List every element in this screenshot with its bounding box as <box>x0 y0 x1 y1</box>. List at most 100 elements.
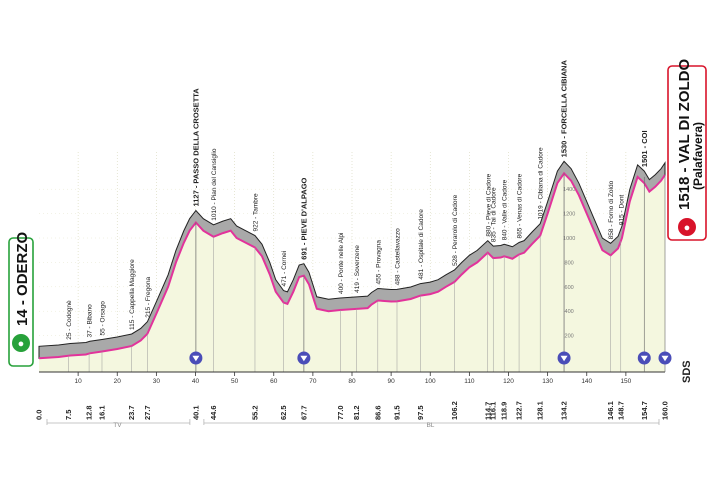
finish-name: VAL DI ZOLDO <box>676 59 693 164</box>
checkpoint-km-label: 27.7 <box>143 405 152 420</box>
checkpoint-km-label: 40.1 <box>191 405 200 420</box>
climb-marker-arrow <box>192 355 200 362</box>
checkpoint-km-label: 81.2 <box>352 405 361 420</box>
altitude-tick-label: 1200 <box>563 212 575 218</box>
checkpoint-labels: 25 - Codognè 37 - Bibano 55 - Orsago 115 - … <box>66 60 649 340</box>
altitude-tick-label: 800 <box>565 260 574 266</box>
profile-area <box>39 173 665 372</box>
checkpoint-label: 865 - Venas di Cadore <box>517 173 524 238</box>
region-label: TV <box>113 422 122 429</box>
checkpoint-km-label: 23.7 <box>127 405 136 420</box>
km-axis: 10 20 30 40 50 60 70 80 90 100 110 120 130 140 150 <box>39 371 665 385</box>
altitude-tick-label: 1400 <box>563 187 575 193</box>
checkpoint-km-labels: 0.0 7.5 12.8 16.1 23.7 27.7 40.1 44.6 55.2 62.5 67… <box>35 401 670 420</box>
km-tick-label: 70 <box>309 378 317 385</box>
checkpoint-km-label: 114.7 <box>483 402 492 420</box>
checkpoint-km-label: 77.0 <box>336 405 345 420</box>
km-tick-label: 90 <box>388 378 396 385</box>
km-tick-label: 140 <box>581 378 592 385</box>
checkpoint-km-label: 154.7 <box>640 401 649 420</box>
km-tick-label: 60 <box>270 378 278 385</box>
km-tick-label: 150 <box>620 378 631 385</box>
checkpoint-label: 481 - Ospitale di Cadore <box>418 209 425 280</box>
km-tick-label: 30 <box>153 378 161 385</box>
svg-text:14 - ODERZO: 14 - ODERZO <box>14 231 31 326</box>
region-label: BL <box>426 422 434 429</box>
climb-marker-arrow <box>640 355 648 362</box>
km-tick-label: 20 <box>114 378 122 385</box>
checkpoint-km-label: 91.5 <box>392 405 401 420</box>
altitude-tick-label: 200 <box>565 334 574 340</box>
start-cyclist-glyph: ● <box>18 338 25 350</box>
km-tick-label: 50 <box>231 378 239 385</box>
checkpoint-label: 215 - Fregona <box>145 277 152 318</box>
checkpoint-km-label: 106.2 <box>450 401 459 420</box>
checkpoint-label: 922 - Tambre <box>252 193 259 232</box>
checkpoint-km-label: 0.0 <box>35 410 44 420</box>
checkpoint-label: 915 - Dont <box>618 195 625 226</box>
checkpoint-label: 835 - Tai di Cadore <box>491 187 498 242</box>
checkpoint-km-label: 62.5 <box>279 405 288 420</box>
checkpoint-km-label: 118.9 <box>500 402 509 420</box>
checkpoint-km-label: 148.7 <box>616 401 625 420</box>
checkpoint-label: 1010 - Pian del Cansiglio <box>211 148 218 221</box>
climb-marker-arrow <box>560 355 568 362</box>
checkpoint-km-label: 128.1 <box>536 401 545 420</box>
altitude-tick-label: 1000 <box>563 236 575 242</box>
km-tick-label: 110 <box>464 378 475 385</box>
finish-badge: ● 1518 - VAL DI ZOLDO (Palafavera) <box>667 59 707 241</box>
checkpoint-km-label: 7.5 <box>64 410 73 420</box>
checkpoint-label: 880 - Pieve di Cadore <box>485 173 492 236</box>
altitude-axis: 200 400 600 800 1000 1200 1400 <box>563 187 575 339</box>
region-brackets: TV BL <box>46 419 660 429</box>
checkpoint-label: 488 - Castellavazzo <box>394 228 401 285</box>
start-badge: ● 14 - ODERZO <box>8 231 34 367</box>
checkpoint-km-label: 122.7 <box>515 401 524 420</box>
checkpoint-label: 455 - Provagna <box>375 240 382 285</box>
svg-text:1518 - VAL DI ZOLDO: 1518 - VAL DI ZOLDO <box>676 59 693 210</box>
climb-marker-arrow <box>300 355 308 362</box>
checkpoint-label: 115 - Cappella Maggiore <box>129 259 136 330</box>
profile-line <box>38 171 666 360</box>
checkpoint-label: 840 - Valle di Cadore <box>502 179 509 240</box>
checkpoint-km-label: 86.6 <box>373 405 382 420</box>
km-tick-label: 10 <box>75 378 83 385</box>
checkpoint-km-label: 55.2 <box>250 405 259 420</box>
checkpoint-km-label: 97.5 <box>416 405 425 420</box>
start-name: ODERZO <box>14 231 31 296</box>
checkpoint-label: 419 - Soverzene <box>354 245 361 293</box>
checkpoint-label: 1019 - Cibiana di Cadore <box>538 147 545 220</box>
altitude-tick-label: 600 <box>565 285 574 291</box>
climb-marker-arrow <box>661 355 669 362</box>
km-tick-label: 100 <box>425 378 436 385</box>
checkpoint-label: 1501 - COI <box>640 130 649 167</box>
checkpoint-km-label: 67.7 <box>299 405 308 420</box>
checkpoint-label: 55 - Orsago <box>99 301 106 336</box>
start-cyclist-icon <box>12 334 30 352</box>
checkpoint-label: 858 - Forno di Zoldo <box>608 180 615 239</box>
checkpoint-km-label: 160.0 <box>661 401 670 420</box>
altitude-tick-label: 400 <box>565 309 574 315</box>
finish-sep: - <box>676 163 693 176</box>
checkpoint-label: 37 - Bibano <box>87 304 94 338</box>
km-tick-label: 40 <box>192 378 200 385</box>
checkpoint-label: 25 - Codognè <box>66 300 73 340</box>
km-tick-label: 130 <box>542 378 553 385</box>
checkpoint-label: 400 - Ponte nelle Alpi <box>338 233 345 294</box>
finish-cyclist-icon <box>678 218 696 236</box>
checkpoint-label: 1127 - PASSO DELLA CROSETTA <box>191 88 200 207</box>
checkpoint-km-label: 16.1 <box>97 405 106 420</box>
sds-label: SDS <box>681 360 693 383</box>
start-sep: - <box>14 296 31 309</box>
checkpoint-km-label: 12.8 <box>85 405 94 420</box>
km-tick-label: 120 <box>503 378 514 385</box>
checkpoint-label: 1530 - FORCELLA CIBIANA <box>560 60 569 158</box>
checkpoint-label: 471 - Cornei <box>281 251 288 287</box>
checkpoint-km-label: 116.1 <box>489 402 498 420</box>
km-tick-label: 80 <box>348 378 356 385</box>
finish-cyclist-glyph: ● <box>684 222 691 234</box>
checkpoint-km-label: 134.2 <box>560 401 569 420</box>
finish-altitude: 1518 <box>676 177 693 210</box>
checkpoint-km-label: 146.1 <box>606 401 615 420</box>
